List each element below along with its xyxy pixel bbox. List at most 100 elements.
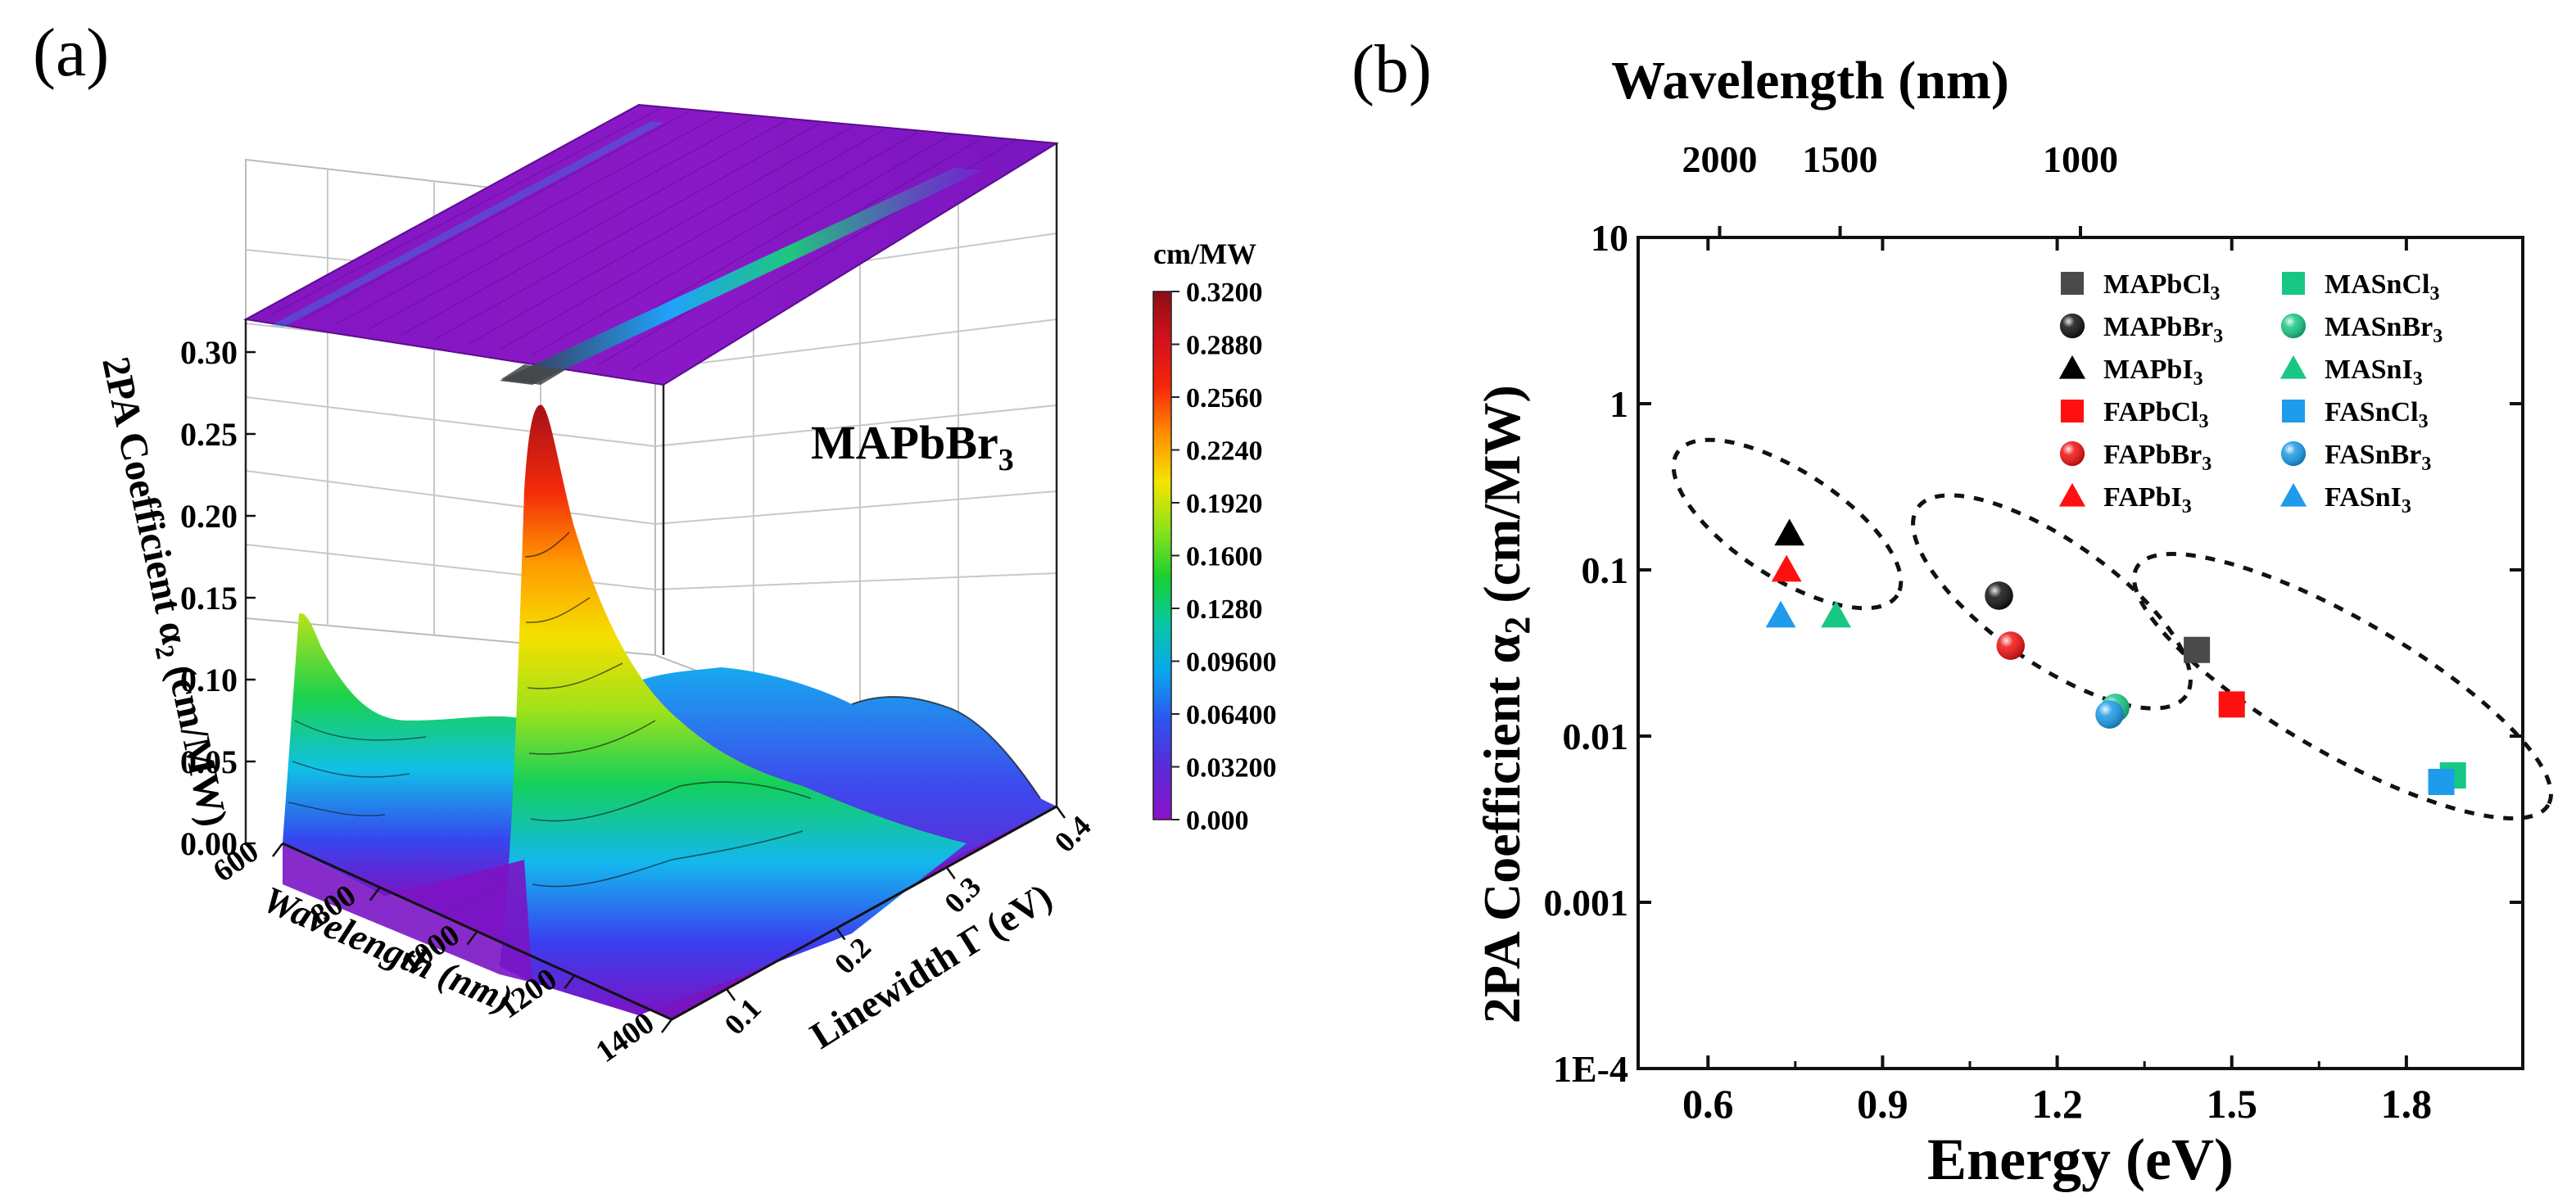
colorbar-tick-label: 0.2240 (1186, 436, 1263, 467)
z-axis: 0.00 0.05 0.10 0.15 0.20 0.25 0.30 (180, 334, 256, 862)
legend-marker-fapbbr3-shade (2059, 441, 2085, 467)
colorbar-tick-label: 0.2560 (1186, 383, 1263, 413)
legend-marker-masnbr3-shade (2280, 313, 2307, 339)
legend-marker-masncl3 (2282, 272, 2305, 295)
legend-marker-fasnbr3-shade (2280, 441, 2307, 467)
top-tick-label: 1000 (2043, 138, 2118, 180)
y-tick-label: 10 (1591, 217, 1628, 259)
colorbar-tick-label: 0.09600 (1186, 648, 1277, 678)
legend-label-masni3: MASnI3 (2325, 355, 2423, 390)
scatter-axes: 0.6 0.9 1.2 1.5 1.8 10 1 0.1 0.01 0.001 1E-4 2000 15… (1544, 138, 2523, 1127)
y-tick-label: 0.001 (1544, 882, 1629, 924)
y-tick (945, 866, 956, 880)
z-tick-label: 0.10 (180, 662, 238, 698)
y-tick-label: 1E-4 (1553, 1048, 1628, 1090)
legend-label-fasncl3: FASnCl3 (2325, 397, 2429, 432)
y-tick (726, 988, 736, 1001)
x-tick (661, 1019, 672, 1033)
x-tick (466, 930, 478, 946)
surface-peak-600nm (283, 613, 524, 897)
legend-label-masncl3: MASnCl3 (2325, 269, 2439, 305)
y-tick (1055, 806, 1066, 819)
panel-a-label: (a) (33, 15, 109, 91)
colorbar: cm/MW 0.3200 0.2880 0.2560 0.2240 0.1920 0.16… (1152, 237, 1277, 836)
z-tick-label: 0.20 (180, 498, 238, 535)
colorbar-tick-label: 0.03200 (1186, 753, 1277, 784)
y-tick-label: 0.01 (1563, 716, 1629, 757)
colorbar-tick-label: 0.1600 (1186, 542, 1263, 572)
point-fasnbr3-shade (2095, 700, 2124, 729)
point-fasncl3 (2428, 768, 2455, 795)
top-axis-label: Wavelength (nm) (1611, 51, 2009, 111)
panel-b-scatter-chart: Wavelength (nm) 0.6 0.9 1.2 1.5 1.8 10 1 0.1 0.0… (1473, 51, 2553, 1192)
y-tick-label: 1 (1609, 383, 1628, 425)
x-tick-label: 1400 (590, 1005, 660, 1069)
ellipse-chlorides (2132, 552, 2553, 820)
colorbar-tick-label: 0.06400 (1186, 700, 1277, 730)
colorbar-tick-label: 0.2880 (1186, 331, 1263, 361)
x-tick-label: 1.5 (2206, 1081, 2257, 1127)
z-tick-label: 0.15 (180, 580, 238, 617)
colorbar-tick-label: 0.1280 (1186, 594, 1263, 625)
point-fasni3 (1765, 600, 1796, 628)
y-axis-line (671, 805, 1057, 1021)
legend-label-fapbi3: FAPbI3 (2103, 482, 2192, 517)
legend-label-fasnbr3: FASnBr3 (2325, 440, 2431, 475)
point-masni3 (1821, 600, 1851, 628)
legend-label-fapbcl3: FAPbCl3 (2103, 397, 2208, 432)
point-mapbcl3 (2184, 636, 2211, 663)
ellipse-iodides (1671, 437, 1904, 611)
x-tick (369, 887, 381, 902)
top-tick-label: 1500 (1803, 138, 1878, 180)
box-edges (244, 143, 1058, 843)
z-tick-label: 0.25 (180, 416, 238, 453)
legend-label-mapbcl3: MAPbCl3 (2103, 269, 2220, 305)
legend: MAPbCl3 MAPbBr3 MAPbI3 FAPbCl3 FAPbBr3 FAPbI3… (2058, 269, 2442, 517)
point-fapbcl3 (2218, 691, 2245, 718)
z-tick-label: 0.30 (180, 334, 238, 371)
legend-marker-fapbi3 (2058, 482, 2086, 507)
surface-peak-1020nm (500, 404, 967, 1016)
legend-label-mapbbr3: MAPbBr3 (2103, 312, 2223, 347)
y-tick (835, 927, 846, 941)
colorbar-tick-label: 0.1920 (1186, 489, 1263, 519)
legend-marker-mapbi3 (2058, 355, 2086, 379)
y-tick-label: 0.4 (1048, 809, 1097, 858)
x-tick-label: 1.2 (2031, 1081, 2083, 1127)
legend-marker-fasncl3 (2282, 400, 2305, 423)
panel-a-surface-chart: 0.000.050.100.150.200.250.30 2PA Coeffic… (93, 103, 1277, 1069)
data-points (1765, 518, 2466, 795)
x-tick-label: 0.9 (1857, 1081, 1908, 1127)
legend-label-mapbi3: MAPbI3 (2103, 355, 2203, 390)
legend-marker-masni3 (2279, 355, 2307, 379)
top-tick-label: 2000 (1682, 138, 1757, 180)
compound-label: MAPbBr3 (811, 416, 1014, 477)
legend-marker-fapbcl3 (2061, 400, 2084, 423)
peak-contour-lines (524, 531, 812, 888)
legend-marker-mapbbr3-shade (2059, 313, 2085, 339)
y-tick-label: 0.1 (1582, 549, 1629, 591)
x-axis-label-energy: Energy (eV) (1927, 1127, 2234, 1192)
point-mapbbr3-shade (1985, 581, 2013, 610)
legend-marker-mapbcl3 (2061, 272, 2084, 295)
x-tick (564, 974, 576, 989)
point-fapbi3 (1771, 554, 1802, 582)
panel-b-label: (b) (1351, 31, 1432, 107)
point-fapbbr3-shade (1996, 631, 2026, 660)
legend-marker-fasni3 (2279, 482, 2307, 507)
surface-front-slab (283, 843, 532, 983)
colorbar-title: cm/MW (1153, 237, 1256, 270)
z-tick-label: 0.00 (180, 825, 238, 862)
x-tick-label: 1.8 (2381, 1081, 2433, 1127)
y-tick-label: 0.1 (718, 992, 767, 1041)
y-axis-label-2pa: 2PA Coefficient α2 (cm/MW) (1473, 385, 1537, 1024)
x-tick (272, 843, 283, 857)
legend-label-masnbr3: MASnBr3 (2325, 312, 2442, 347)
x-tick-label: 0.6 (1682, 1081, 1734, 1127)
colorbar-tick-label: 0.000 (1186, 806, 1249, 836)
colorbar-tick-label: 0.3200 (1186, 278, 1263, 308)
legend-label-fasni3: FASnI3 (2325, 482, 2411, 517)
z-tick-label: 0.05 (180, 743, 238, 780)
